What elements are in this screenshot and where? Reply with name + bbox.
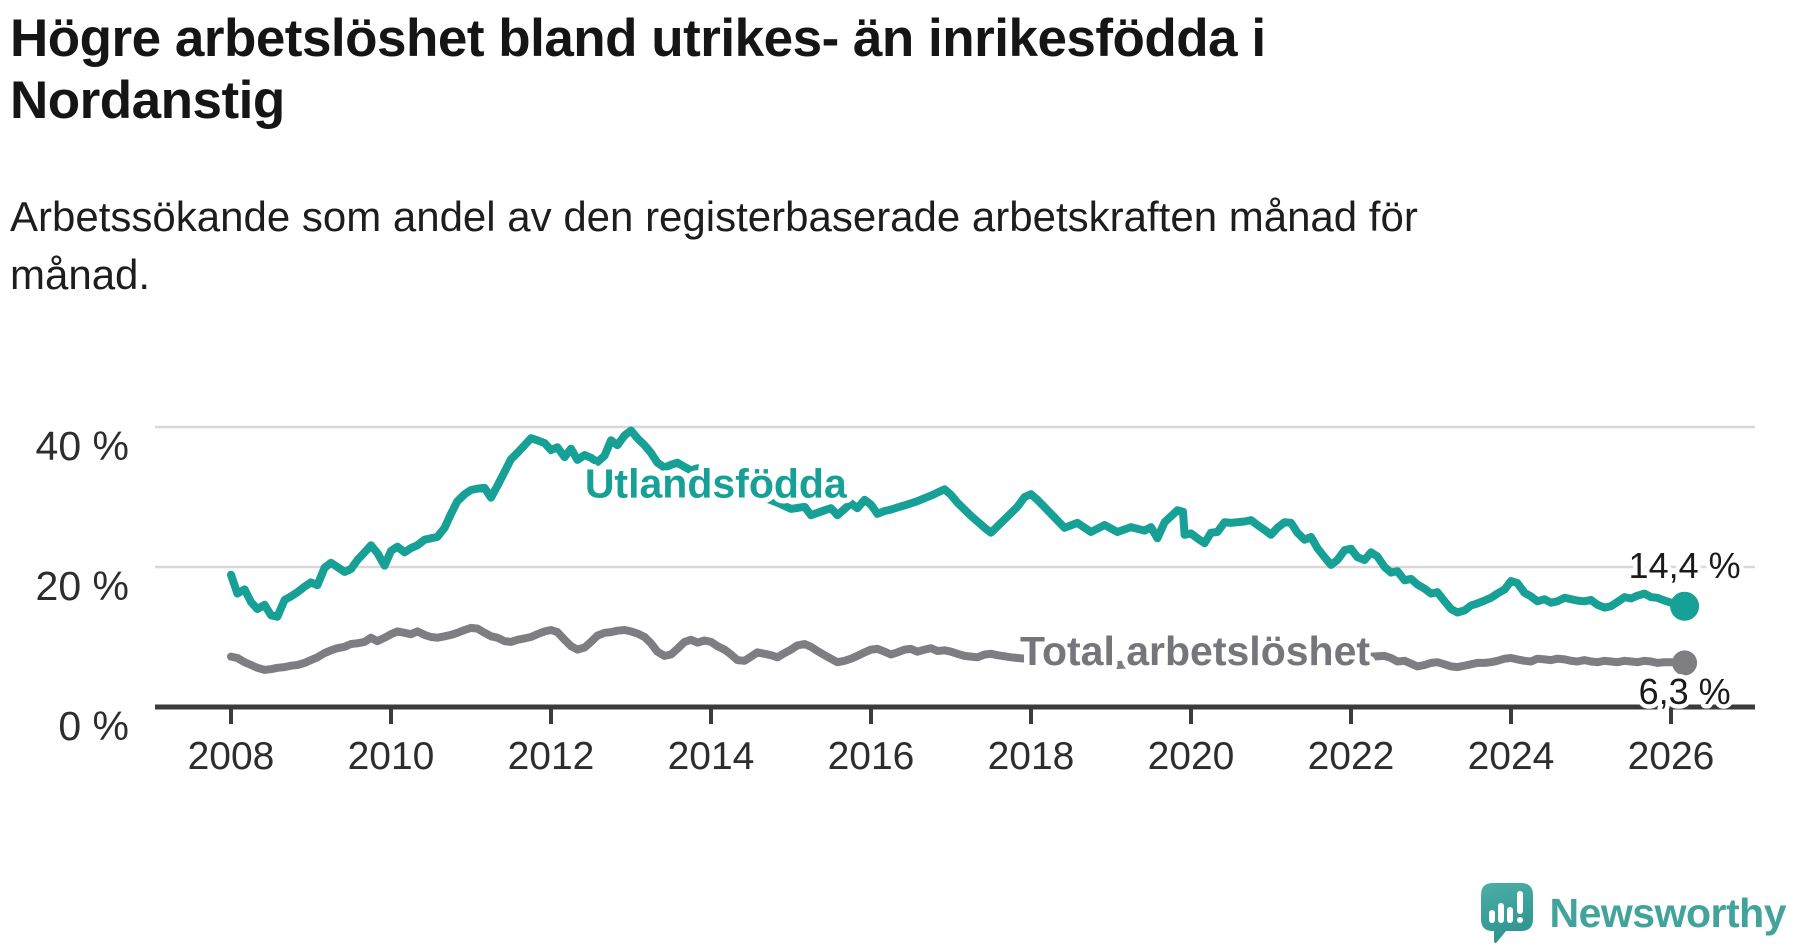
subtitle-line-1: Arbetssökande som andel av den registerb…	[10, 193, 1418, 240]
x-tick-label-2016: 2016	[828, 735, 915, 778]
x-tick-label-2008: 2008	[188, 735, 275, 778]
x-tick-label-2024: 2024	[1468, 735, 1555, 778]
series-line-0-total-arbetsl-shet	[227, 623, 1689, 674]
series-label-total-arbetsl-shet: Total arbetslöshet	[1020, 628, 1370, 674]
title-line-2: Nordanstig	[10, 71, 285, 130]
chart-subtitle: Arbetssökande som andel av den registerb…	[10, 188, 1650, 304]
subtitle-line-2: månad.	[10, 251, 151, 298]
page-title: Högre arbetslöshet bland utrikes- än inr…	[10, 8, 1610, 132]
end-dot-utlandsf-dda	[1670, 591, 1700, 621]
end-value-label-utlandsf-dda: 14,4 %	[1629, 545, 1741, 586]
newsworthy-wordmark: Newsworthy	[1549, 889, 1787, 936]
y-tick-label-0: 0 %	[58, 703, 129, 749]
series-label-utlandsf-dda: Utlandsfödda	[585, 461, 848, 507]
x-tick-label-2022: 2022	[1308, 735, 1395, 778]
bar-2	[1497, 903, 1504, 923]
x-tick-label-2020: 2020	[1148, 735, 1235, 778]
x-tick-label-2014: 2014	[668, 735, 755, 778]
x-tick-label-2026: 2026	[1628, 735, 1715, 778]
exclamation-bar	[1516, 891, 1523, 914]
series-line-1-utlandsf-dda	[227, 426, 1689, 621]
x-tick-label-2012: 2012	[508, 735, 595, 778]
end-dot-total-arbetsl-shet	[1672, 650, 1698, 676]
y-tick-label-40: 40 %	[36, 423, 129, 469]
bar-1	[1488, 910, 1495, 923]
x-tick-label-2018: 2018	[988, 735, 1075, 778]
title-line-1: Högre arbetslöshet bland utrikes- än inr…	[10, 9, 1266, 68]
newsworthy-logo-icon	[1480, 883, 1533, 944]
x-tick-label-2010: 2010	[348, 735, 435, 778]
exclamation-dot	[1516, 917, 1523, 923]
bar-3	[1506, 907, 1513, 923]
end-value-label-total-arbetsl-shet: 6,3 %	[1639, 671, 1731, 712]
y-tick-label-20: 20 %	[36, 563, 129, 609]
newsworthy-branding: Newsworthy	[1480, 882, 1787, 944]
